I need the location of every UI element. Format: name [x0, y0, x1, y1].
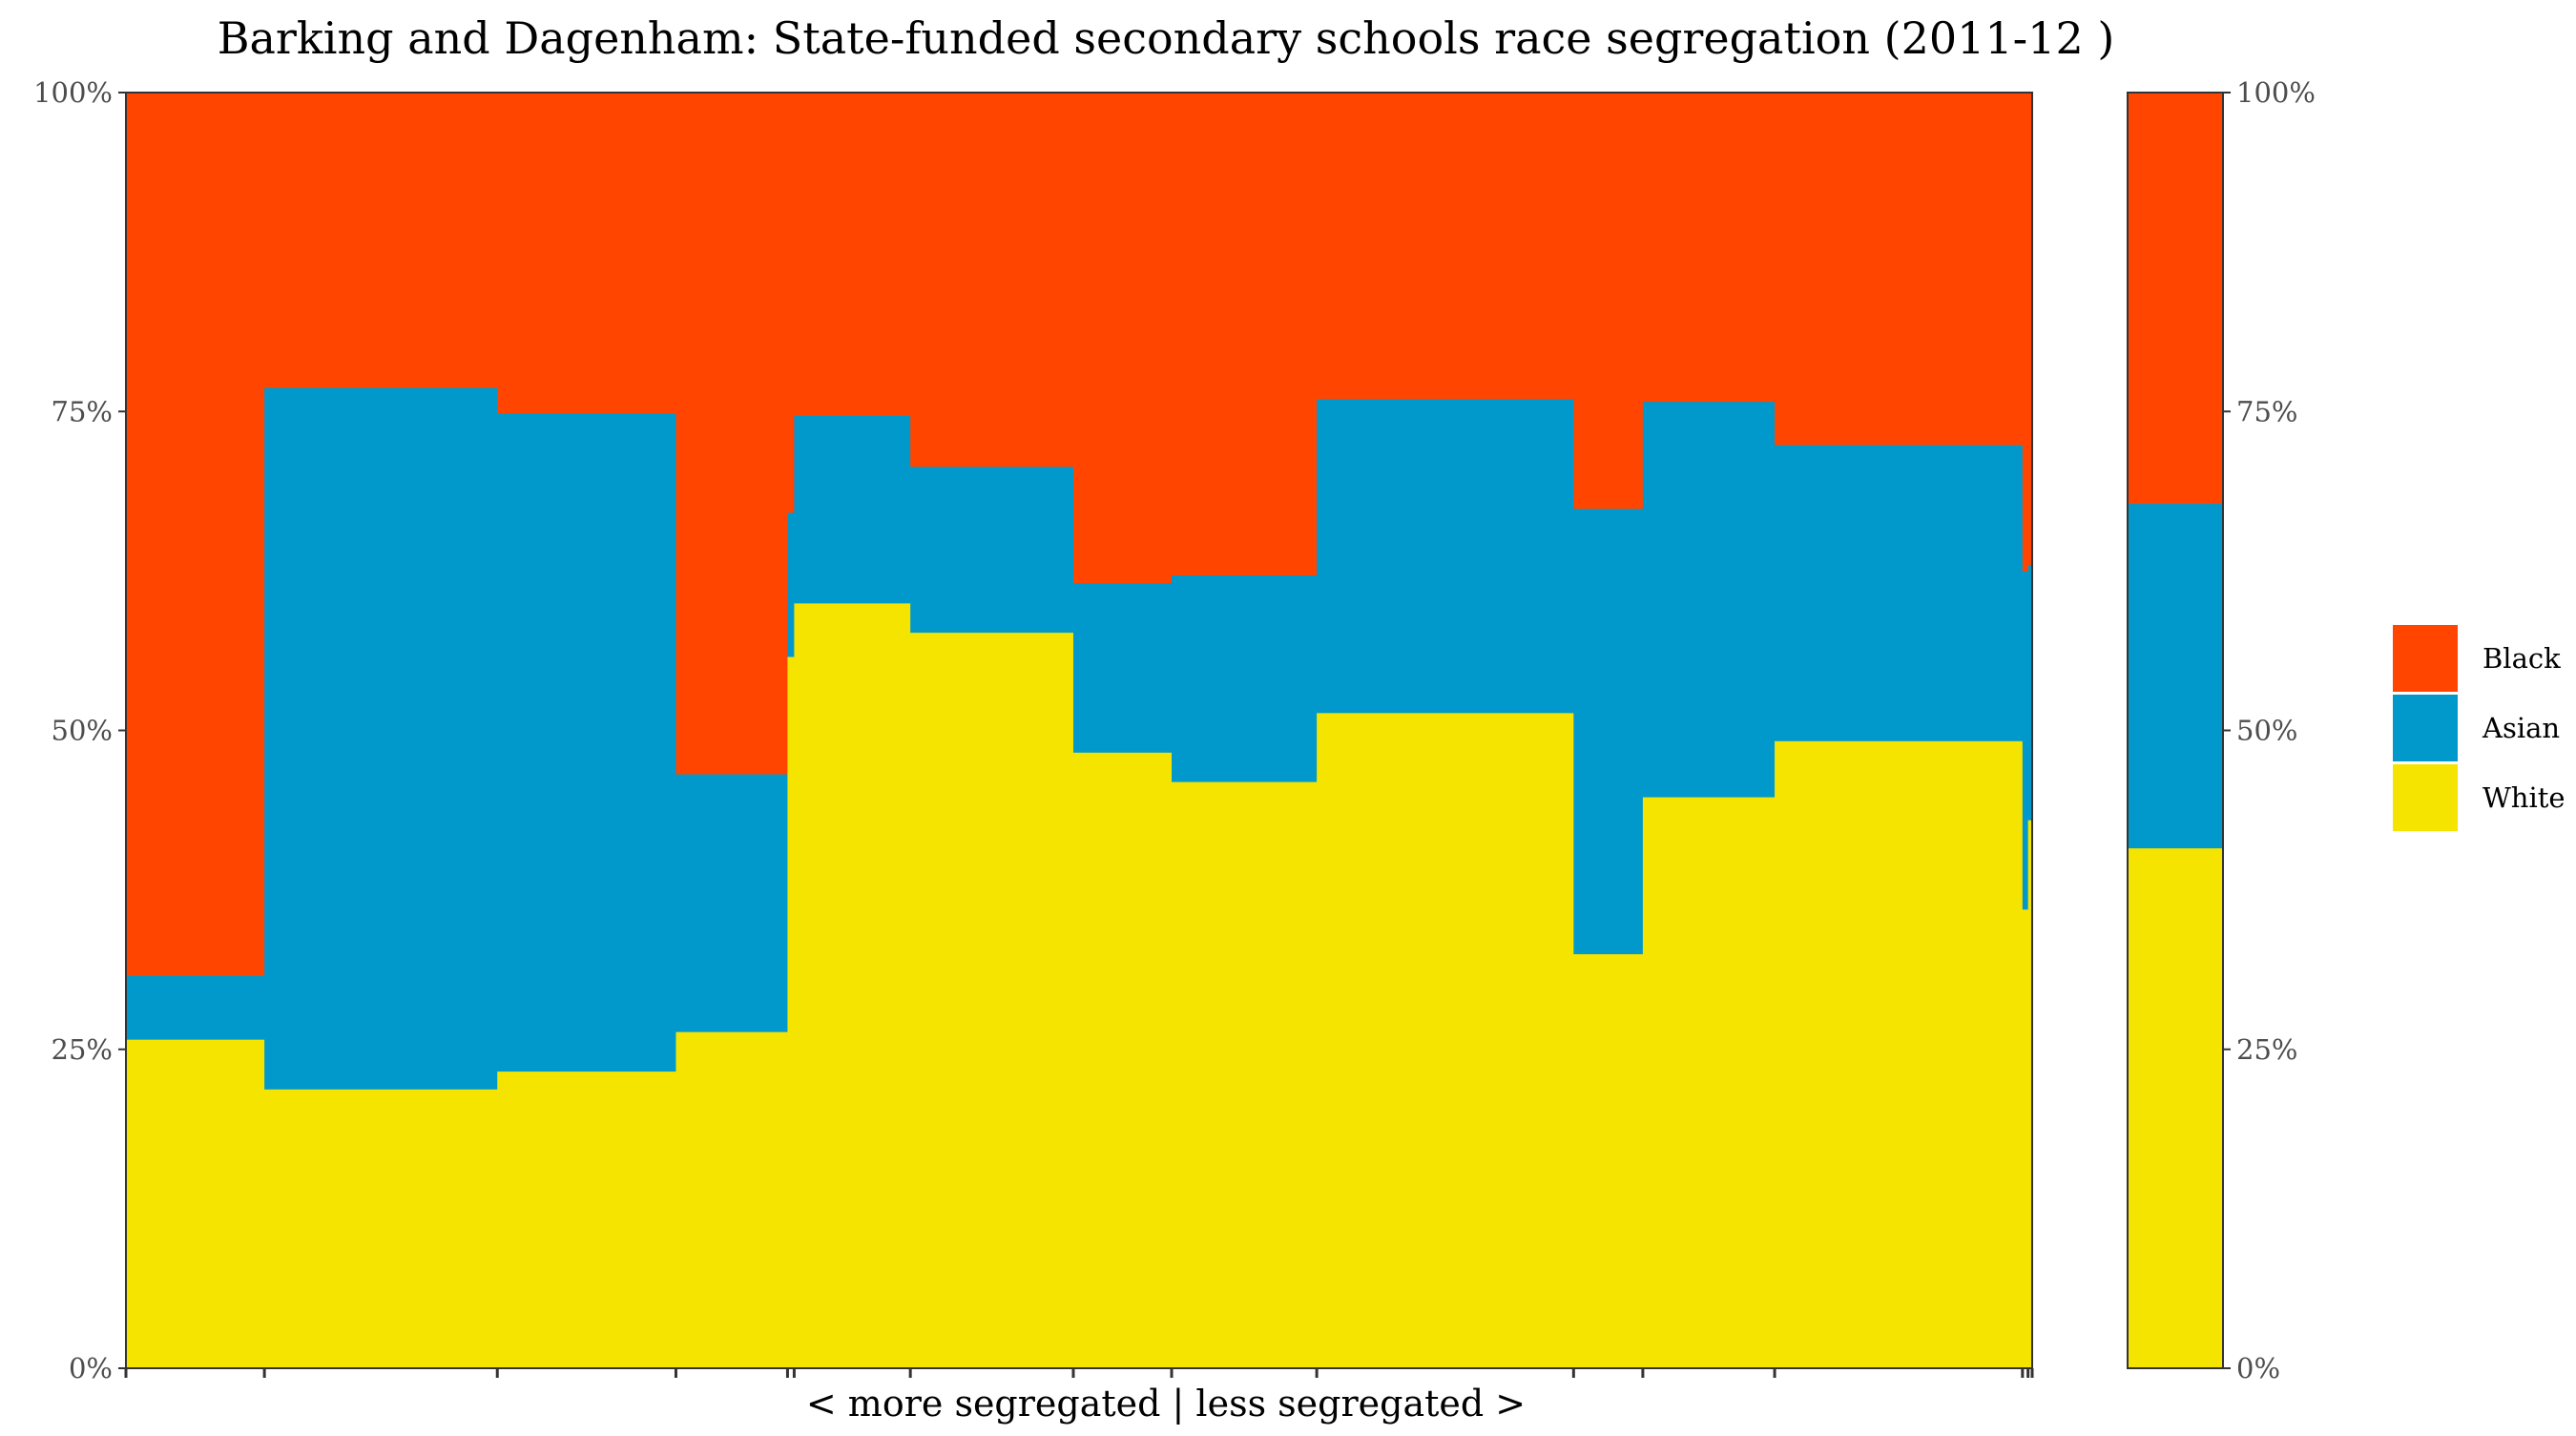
bar-segment-white-school-7	[910, 632, 1074, 1369]
bar-segment-black-school-7	[910, 93, 1074, 468]
overall-panel	[2127, 92, 2224, 1369]
bar-segment-asian-school-15	[2027, 564, 2033, 821]
bar-segment-white-school-10	[1317, 712, 1574, 1369]
chart-title: Barking and Dagenham: State-funded secon…	[218, 12, 2115, 64]
bar-segment-asian-school-2	[264, 386, 498, 1090]
legend-key-white	[2393, 764, 2458, 831]
bar-segment-black-school-1	[126, 93, 265, 976]
bar-segment-white-school-11	[1573, 953, 1644, 1369]
legend-key-black	[2393, 625, 2458, 692]
bar-segment-asian-school-4	[675, 773, 789, 1032]
left-y-tick-label: 100%	[33, 76, 113, 109]
bar-segment-black-school-9	[1172, 93, 1318, 575]
bar-segment-white-school-12	[1642, 797, 1776, 1369]
right-y-tick-label: 75%	[2236, 395, 2297, 427]
legend-label-white: White	[2483, 781, 2566, 814]
bar-segment-asian-school-8	[1072, 582, 1173, 753]
legend: Black Asian White	[2393, 625, 2566, 831]
bar-segment-black-school-15	[2027, 93, 2033, 566]
bar-segment-black-school-6	[794, 93, 911, 416]
bar-segment-asian-school-1	[126, 975, 265, 1040]
overall-segment-asian	[2128, 503, 2223, 849]
bar-segment-white-school-14	[2022, 908, 2029, 1369]
right-y-tick-label: 100%	[2236, 76, 2316, 109]
bar-segment-asian-school-5	[787, 511, 795, 657]
bar-segment-white-school-13	[1775, 740, 2024, 1369]
bar-segment-asian-school-7	[910, 466, 1074, 634]
bar-segment-black-school-4	[675, 93, 789, 775]
right-y-tick-label: 25%	[2236, 1033, 2297, 1066]
bar-segment-black-school-10	[1317, 93, 1574, 400]
legend-label-asian: Asian	[2482, 712, 2560, 744]
bar-segment-white-school-9	[1172, 780, 1318, 1369]
overall-segment-white	[2128, 847, 2223, 1369]
bar-segment-asian-school-6	[794, 415, 911, 604]
bar-segment-white-school-3	[497, 1071, 677, 1369]
bar-segment-black-school-5	[787, 93, 795, 513]
bar-segment-white-school-1	[126, 1039, 265, 1369]
bar-segment-asian-school-13	[1775, 445, 2024, 741]
left-y-tick-label: 50%	[52, 715, 113, 747]
right-y-axis: 0% 25% 50% 75% 100%	[2223, 76, 2316, 1384]
bar-segment-black-school-11	[1573, 93, 1644, 510]
bar-segment-black-school-13	[1775, 93, 2024, 446]
bar-segment-white-school-2	[264, 1089, 498, 1369]
bar-segment-asian-school-3	[497, 412, 677, 1072]
right-y-tick-label: 0%	[2236, 1352, 2280, 1384]
x-axis-label: < more segregated | less segregated >	[806, 1383, 1526, 1425]
left-y-tick-label: 75%	[52, 395, 113, 427]
bar-segment-black-school-12	[1642, 93, 1776, 403]
bar-segment-asian-school-9	[1172, 574, 1318, 782]
right-y-tick-label: 50%	[2236, 715, 2297, 747]
bar-segment-white-school-4	[675, 1031, 789, 1369]
bar-segment-black-school-14	[2022, 93, 2029, 572]
left-y-tick-label: 25%	[52, 1033, 113, 1066]
x-axis	[124, 1368, 2034, 1378]
bar-segment-asian-school-10	[1317, 398, 1574, 714]
bar-segment-asian-school-11	[1573, 508, 1644, 955]
bar-segment-black-school-8	[1072, 93, 1173, 584]
bar-segment-white-school-5	[787, 656, 795, 1369]
bar-segment-black-school-3	[497, 93, 677, 414]
bar-segment-white-school-8	[1072, 752, 1173, 1369]
left-y-axis: 0% 25% 50% 75% 100%	[33, 76, 126, 1384]
overall-segment-black	[2128, 93, 2223, 505]
main-panel	[125, 92, 2033, 1369]
bar-segment-asian-school-14	[2022, 571, 2029, 910]
bar-segment-black-school-2	[264, 93, 498, 388]
bar-segment-white-school-6	[794, 602, 911, 1369]
bar-segment-asian-school-12	[1642, 401, 1776, 798]
legend-label-black: Black	[2483, 642, 2561, 675]
legend-key-asian	[2393, 695, 2458, 761]
bar-segment-white-school-15	[2027, 820, 2033, 1369]
left-y-tick-label: 0%	[69, 1352, 113, 1384]
